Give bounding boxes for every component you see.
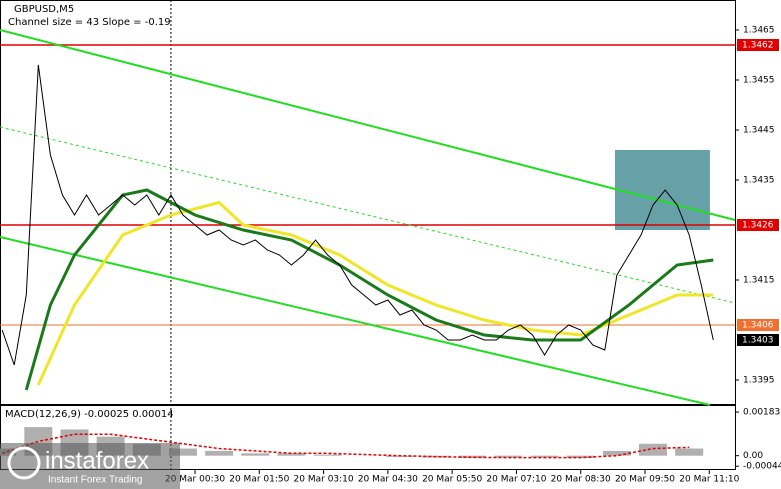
- macd-bar: [530, 455, 559, 458]
- macd-bar: [168, 448, 197, 456]
- level-label-bg: [737, 219, 779, 231]
- y-tick-label: 0.00183: [743, 408, 780, 418]
- trend-line: [0, 29, 736, 221]
- chart-title: GBPUSD,M5: [14, 4, 74, 15]
- price-line: [1, 64, 714, 366]
- macd-bar: [602, 450, 631, 456]
- x-tick-label: 20 Mar 01:50: [229, 475, 289, 485]
- brand-name: instaforex: [45, 447, 149, 474]
- macd-title: MACD(12,26,9) -0.00025 0.00014: [5, 409, 174, 420]
- y-tick-label: 1.3435: [743, 176, 775, 186]
- moving-average: [36, 200, 714, 386]
- macd-bar: [639, 443, 668, 456]
- macd-bar: [313, 454, 342, 456]
- level-label-bg: [737, 319, 779, 331]
- chart-subtitle: Channel size = 43 Slope = -0.19: [8, 17, 171, 28]
- x-tick-label: 20 Mar 11:10: [679, 475, 739, 485]
- y-tick-label: 1.3395: [743, 376, 775, 386]
- trend-line: [0, 236, 711, 406]
- signal-line: [1, 433, 690, 459]
- brand-tagline: Instant Forex Trading: [48, 475, 143, 486]
- x-tick-label: 20 Mar 03:10: [294, 475, 354, 485]
- x-tick-label: 20 Mar 00:30: [165, 475, 225, 485]
- level-label: 1.3462: [742, 41, 774, 51]
- x-tick-label: 20 Mar 05:50: [422, 475, 482, 485]
- y-tick-label: 1.3415: [743, 276, 775, 286]
- level-label-bg: [737, 39, 779, 51]
- moving-average: [24, 188, 714, 391]
- y-tick-label: 1.3445: [743, 126, 775, 136]
- zone: [614, 150, 710, 230]
- macd-bar: [494, 455, 523, 458]
- level-label: 1.3426: [742, 221, 774, 231]
- x-tick-label: 20 Mar 07:10: [486, 475, 546, 485]
- y-tick-label: -0.00044: [743, 462, 781, 472]
- x-tick-label: 20 Mar 09:50: [615, 475, 675, 485]
- macd-frame: [0, 405, 736, 470]
- macd-bar: [241, 453, 270, 456]
- x-tick-label: 20 Mar 04:30: [358, 475, 418, 485]
- logo: instaforex Instant Forex Trading: [0, 443, 180, 489]
- macd-bar: [277, 453, 306, 456]
- y-tick-label: 1.3465: [743, 26, 775, 36]
- main-frame: [0, 0, 736, 405]
- y-tick-label: 1.3455: [743, 76, 775, 86]
- last-price-label: 1.3403: [742, 336, 774, 346]
- logo-icon: [7, 446, 41, 480]
- macd-bar: [458, 455, 487, 459]
- macd-bar: [675, 448, 704, 456]
- x-tick-label: 20 Mar 08:30: [551, 475, 611, 485]
- y-tick-label: 0.00: [743, 451, 763, 461]
- macd-bar: [205, 450, 234, 456]
- last-price-bg: [737, 334, 779, 346]
- level-label: 1.3406: [742, 321, 774, 331]
